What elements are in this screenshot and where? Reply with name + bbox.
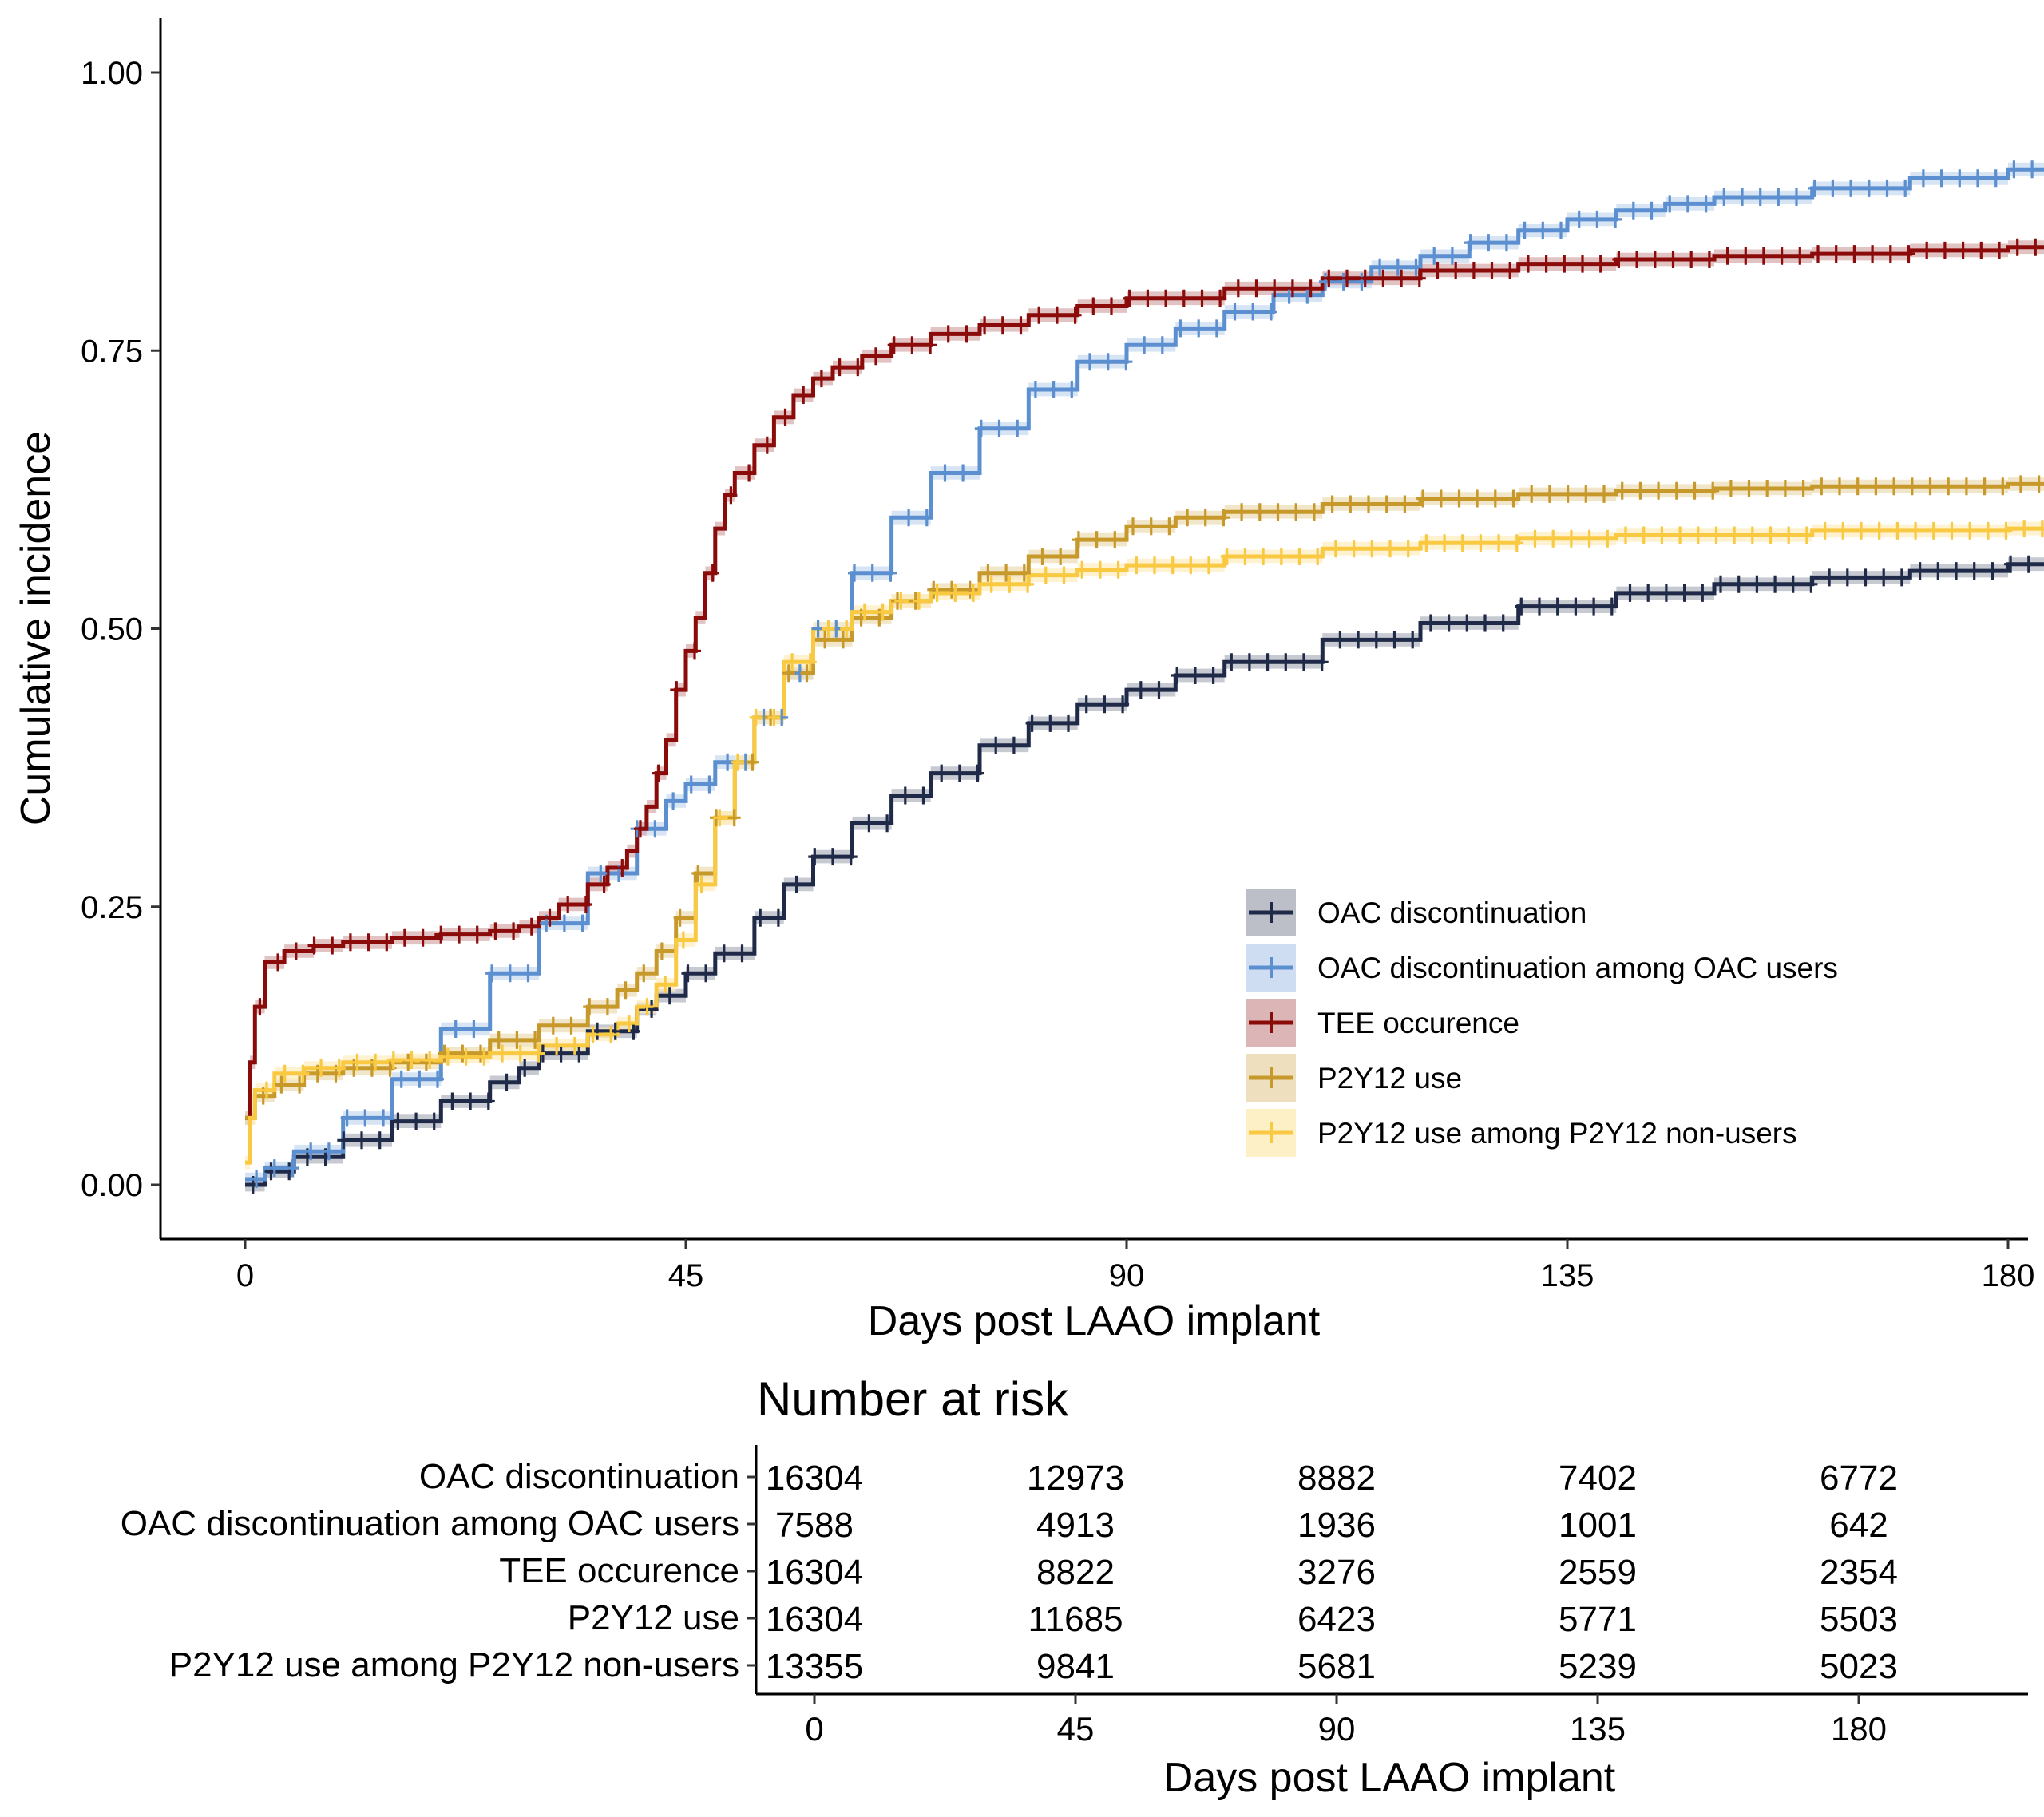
band-series-1 <box>245 162 2044 1186</box>
risk-table-cell: 2354 <box>1820 1553 1898 1592</box>
risk-table-cell: 7588 <box>775 1506 854 1545</box>
risk-table-cell: 2559 <box>1559 1553 1637 1592</box>
legend-label: OAC discontinuation <box>1317 897 1586 929</box>
risk-table-cell: 5503 <box>1820 1600 1898 1639</box>
confidence-bands <box>245 162 2044 1192</box>
x-axis-title: Days post LAAO implant <box>868 1298 1321 1344</box>
censor-marks-series-1 <box>250 160 2044 1188</box>
band-series-4 <box>245 521 2044 1170</box>
risk-table-cell: 5239 <box>1559 1647 1637 1686</box>
risk-table-cell: 16304 <box>766 1600 863 1639</box>
risk-table-cell: 16304 <box>766 1459 863 1498</box>
legend-label: OAC discontinuation among OAC users <box>1317 952 1838 984</box>
risk-table-cell: 9841 <box>1036 1647 1115 1686</box>
risk-table-x-title: Days post LAAO implant <box>1163 1755 1616 1801</box>
x-tick-label: 135 <box>1541 1258 1594 1293</box>
y-tick-label: 0.25 <box>81 890 143 925</box>
legend-label: P2Y12 use <box>1317 1062 1462 1095</box>
risk-table-x-tick-label: 180 <box>1831 1710 1887 1748</box>
x-tick-label: 0 <box>236 1258 254 1293</box>
legend-label: P2Y12 use among P2Y12 non-users <box>1317 1117 1797 1150</box>
risk-table-cell: 4913 <box>1036 1506 1115 1545</box>
risk-table-cell: 6772 <box>1820 1459 1898 1498</box>
risk-table-x-tick-label: 135 <box>1570 1710 1626 1748</box>
censor-marks-series-0 <box>246 555 2044 1194</box>
x-tick-label: 45 <box>668 1258 704 1293</box>
risk-table-row-label: P2Y12 use <box>568 1598 739 1637</box>
risk-table-cell: 13355 <box>766 1647 863 1686</box>
number-at-risk-table: Number at risk OAC discontinuation 16304 12… <box>121 1372 2028 1801</box>
risk-table-cell: 8882 <box>1297 1459 1376 1498</box>
series-lines <box>245 167 2044 1187</box>
legend-label: TEE occurence <box>1317 1007 1519 1039</box>
y-tick-label: 0.00 <box>81 1168 143 1203</box>
line-series-1 <box>245 167 2044 1182</box>
line-series-4 <box>245 526 2044 1165</box>
risk-table-x-tick-label: 90 <box>1318 1710 1356 1748</box>
plot-axes: 0.00 0.25 0.50 0.75 1.00 0 45 90 135 180 Days post… <box>13 18 2034 1344</box>
risk-table-cell: 6423 <box>1297 1600 1376 1639</box>
band-series-3 <box>245 477 2044 1125</box>
risk-table-cell: 1001 <box>1559 1506 1637 1545</box>
risk-table-row-label: OAC discontinuation among OAC users <box>121 1504 739 1543</box>
x-tick-label: 180 <box>1982 1258 2035 1293</box>
risk-table-row-label: TEE occurence <box>499 1551 739 1590</box>
risk-table-cell: 5023 <box>1820 1647 1898 1686</box>
y-tick-label: 1.00 <box>81 56 143 91</box>
band-series-2 <box>245 240 2044 1125</box>
legend: OAC discontinuation OAC discontinuation a… <box>1246 889 1838 1157</box>
risk-table-cell: 5681 <box>1297 1647 1376 1686</box>
y-axis-title: Cumulative incidence <box>13 431 59 825</box>
censor-marks-series-4 <box>260 520 2044 1099</box>
risk-table-cell: 11685 <box>1028 1600 1123 1639</box>
risk-table-cell: 16304 <box>766 1553 863 1592</box>
band-series-0 <box>245 557 2044 1192</box>
risk-table-title: Number at risk <box>757 1372 1069 1426</box>
risk-table-row-label: P2Y12 use among P2Y12 non-users <box>169 1645 739 1684</box>
risk-table-cell: 1936 <box>1297 1506 1376 1545</box>
cumulative-incidence-plot: 0.00 0.25 0.50 0.75 1.00 0 45 90 135 180 Days post… <box>13 18 2044 1344</box>
risk-table-cell: 8822 <box>1036 1553 1115 1592</box>
risk-table-cell: 7402 <box>1559 1459 1637 1498</box>
y-tick-label: 0.50 <box>81 612 143 647</box>
risk-table-x-tick-label: 0 <box>805 1710 823 1748</box>
risk-table-cell: 12973 <box>1027 1459 1124 1498</box>
risk-table-x-tick-label: 45 <box>1057 1710 1095 1748</box>
line-series-0 <box>245 562 2044 1187</box>
censor-marks <box>246 160 2044 1194</box>
risk-table-cell: 3276 <box>1297 1553 1376 1592</box>
y-tick-label: 0.75 <box>81 334 143 369</box>
censor-marks-series-2 <box>253 238 2042 1016</box>
risk-table-row-label: OAC discontinuation <box>419 1457 739 1496</box>
x-tick-label: 90 <box>1109 1258 1145 1293</box>
risk-table-cell: 5771 <box>1559 1600 1637 1639</box>
line-series-2 <box>245 245 2044 1120</box>
risk-table-cell: 642 <box>1829 1506 1888 1545</box>
censor-marks-series-3 <box>256 475 2044 1105</box>
